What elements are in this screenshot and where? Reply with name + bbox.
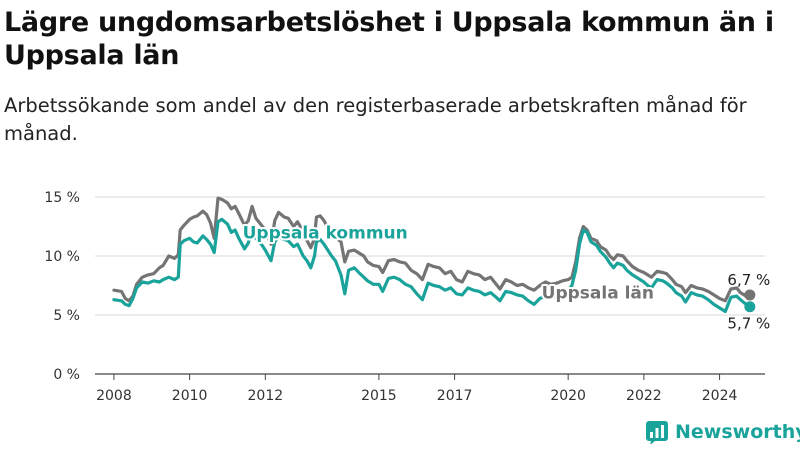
y-tick-label: 0 % <box>53 367 80 383</box>
x-axis-ticks: 2008 2010 2012 2015 2017 2020 2022 2024 <box>96 374 737 404</box>
newsworthy-logo-icon <box>646 421 668 444</box>
x-tick-label: 2015 <box>361 388 397 404</box>
series-end-label: 6,7 % <box>727 271 770 289</box>
newsworthy-logo: Newsworthy <box>645 420 800 444</box>
y-tick-label: 15 % <box>44 190 80 206</box>
x-tick-label: 2022 <box>626 388 662 404</box>
x-tick-label: 2008 <box>96 388 132 404</box>
chart-subtitle: Arbetssökande som andel av den registerb… <box>4 94 747 145</box>
series-end-point <box>744 289 756 301</box>
x-tick-label: 2010 <box>172 388 208 404</box>
y-tick-label: 5 % <box>53 308 80 324</box>
x-tick-label: 2024 <box>702 388 738 404</box>
y-axis-ticks: 0 % 5 % 10 % 15 % <box>44 190 80 383</box>
x-tick-label: 2020 <box>550 388 586 404</box>
x-tick-label: 2012 <box>248 388 284 404</box>
x-tick-label: 2017 <box>437 388 473 404</box>
series-line-uppsala-kommun <box>112 217 752 314</box>
series-annotation: Uppsala kommun <box>243 223 408 243</box>
brand-name: Newsworthy <box>675 421 800 443</box>
grid-lines <box>95 196 765 375</box>
series-labels: 6,7 % 5,7 % Uppsala kommun Uppsala län <box>241 221 771 333</box>
series-end-label: 5,7 % <box>727 315 770 333</box>
chart-title: Lägre ungdomsarbetslöshet i Uppsala komm… <box>4 7 774 71</box>
y-tick-label: 10 % <box>44 249 80 265</box>
series-annotation: Uppsala län <box>542 283 654 303</box>
series-end-point <box>744 301 756 313</box>
series-lines <box>112 196 756 314</box>
series-line-uppsala-lan <box>112 196 752 303</box>
